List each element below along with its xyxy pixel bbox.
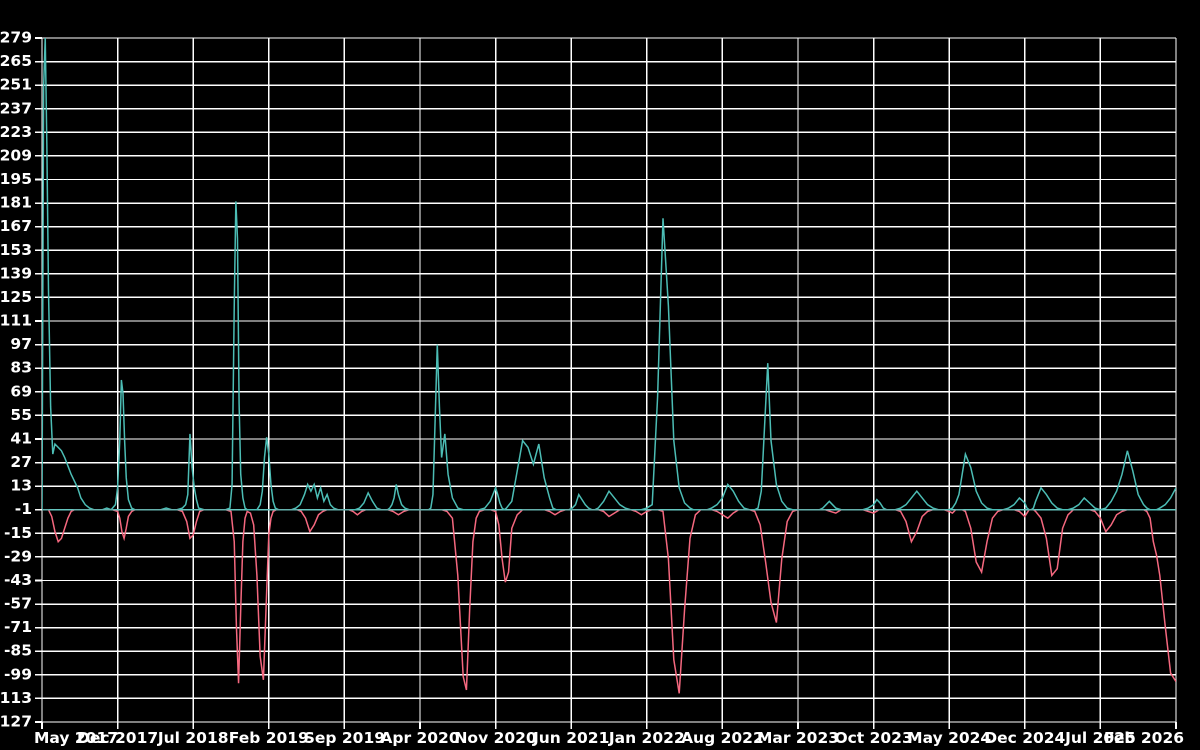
x-tick-label: Feb 2026 [1104, 729, 1184, 747]
y-tick-label: 27 [10, 453, 32, 471]
y-tick-label: 41 [10, 429, 32, 447]
y-tick-label: 83 [10, 359, 32, 377]
y-tick-label: 223 [0, 123, 32, 141]
x-tick-label: May 2017 [34, 729, 118, 747]
x-tick-label: Mar 2023 [757, 729, 839, 747]
y-tick-label: -113 [0, 689, 32, 707]
y-tick-label: 265 [0, 52, 32, 70]
x-tick-label: Sep 2019 [304, 729, 385, 747]
x-tick-label: Aug 2022 [681, 729, 764, 747]
y-tick-label: 55 [10, 406, 32, 424]
y-tick-label: 195 [0, 170, 32, 188]
y-tick-label: 97 [10, 335, 32, 353]
x-tick-label: Oct 2023 [834, 729, 912, 747]
x-tick-label: Jul 2018 [157, 729, 229, 747]
y-tick-label: -71 [4, 618, 32, 636]
y-tick-label: -85 [4, 642, 32, 660]
x-tick-label: Dec 2017 [77, 729, 158, 747]
x-tick-label: Dec 2024 [984, 729, 1065, 747]
y-tick-label: 251 [0, 76, 32, 94]
y-tick-label: 125 [0, 288, 32, 306]
x-tick-label: Jul 2025 [1064, 729, 1136, 747]
x-tick-label: May 2024 [907, 729, 991, 747]
y-tick-label: 181 [0, 194, 32, 212]
y-tick-label: -29 [4, 547, 32, 565]
y-axis-tick-labels: 279 265 251 237 223 209 195 181 167 153 139 125 111 9… [0, 29, 32, 731]
y-tick-label: 237 [0, 99, 32, 117]
x-tick-label: Apr 2020 [380, 729, 459, 747]
y-tick-label: 69 [10, 382, 32, 400]
y-tick-label: -127 [0, 713, 32, 731]
series-layer [42, 38, 1176, 694]
y-tick-label: -99 [4, 665, 32, 683]
y-tick-label: 13 [10, 477, 32, 495]
y-tick-label: -57 [4, 595, 32, 613]
y-tick-label: -1 [15, 500, 32, 518]
y-tick-label: 111 [0, 312, 32, 330]
x-tick-label: Jan 2022 [608, 729, 685, 747]
y-tick-label: 279 [0, 29, 32, 47]
y-tick-label: 139 [0, 264, 32, 282]
y-tick-label: 209 [0, 146, 32, 164]
series-line-additions [42, 38, 1176, 511]
x-tick-label: Nov 2020 [454, 729, 536, 747]
y-tick-label: -15 [4, 524, 32, 542]
y-tick-label: 167 [0, 217, 32, 235]
x-tick-label: Jun 2021 [532, 729, 609, 747]
y-tick-label: -43 [4, 571, 32, 589]
y-tick-label: 153 [0, 241, 32, 259]
x-tick-label: Feb 2019 [229, 729, 309, 747]
